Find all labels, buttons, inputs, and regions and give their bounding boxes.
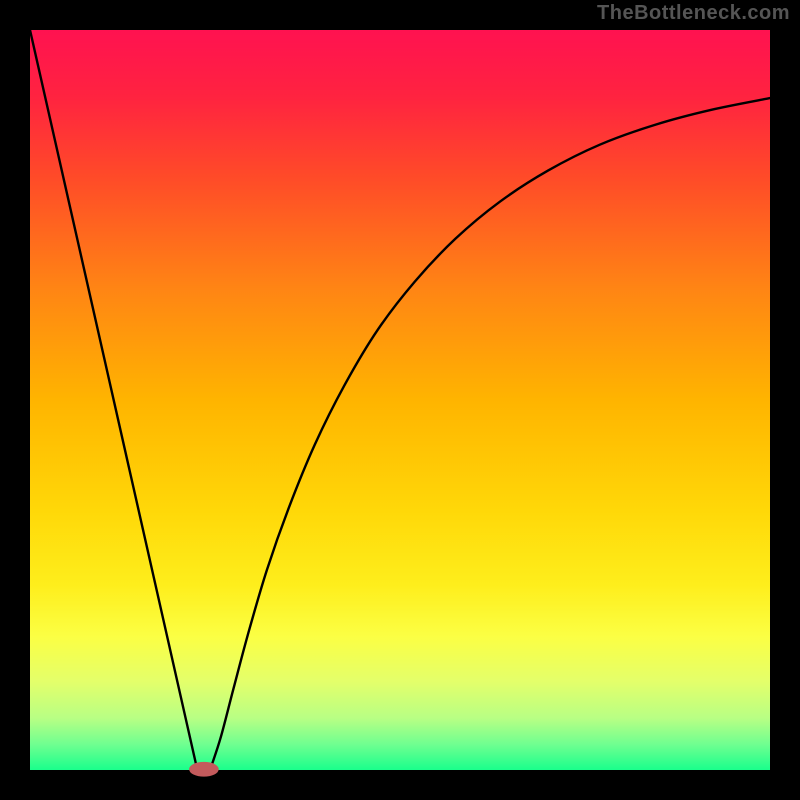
bottleneck-chart <box>0 0 800 800</box>
watermark-text: TheBottleneck.com <box>597 2 790 25</box>
optimum-marker <box>189 762 219 777</box>
plot-background-gradient <box>30 30 770 770</box>
chart-container: TheBottleneck.com <box>0 0 800 800</box>
